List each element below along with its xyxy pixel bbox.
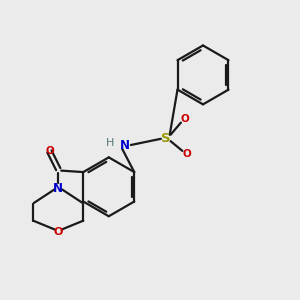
Text: H: H [106,138,114,148]
Text: N: N [120,139,130,152]
Text: N: N [53,182,63,195]
Text: O: O [181,114,190,124]
Text: O: O [45,146,54,157]
Text: S: S [161,132,171,145]
Text: O: O [182,149,191,159]
Text: O: O [54,227,63,237]
